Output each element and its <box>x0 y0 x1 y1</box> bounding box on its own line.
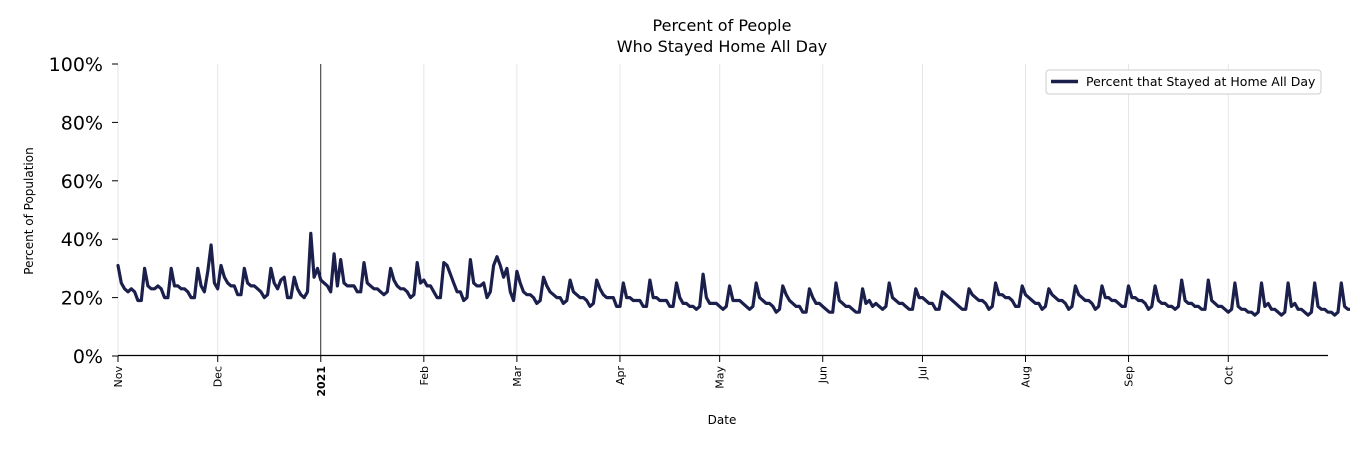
y-tick-label: 0% <box>73 346 103 368</box>
x-tick-label: May <box>714 366 727 389</box>
x-tick-label: Oct <box>1222 365 1235 385</box>
legend-box <box>1045 69 1322 95</box>
chart-title-line2: Who Stayed Home All Day <box>617 37 827 56</box>
legend-label: Percent that Stayed at Home All Day <box>1086 74 1316 89</box>
legend: Percent that Stayed at Home All Day <box>1045 69 1322 95</box>
x-tick-label: Nov <box>112 366 125 388</box>
y-tick-label: 20% <box>61 288 103 310</box>
x-axis-ticks: Nov Dec 2021 Feb Mar Apr May Jun Jul Aug Sep Oct <box>112 356 1235 397</box>
y-tick-label: 100% <box>49 54 103 76</box>
x-tick-label: 2021 <box>315 366 328 397</box>
y-axis-ticks: 0% 20% 40% 60% 80% 100% <box>49 54 118 368</box>
chart-title-line1: Percent of People <box>653 16 792 35</box>
series-line-0 <box>116 231 1350 317</box>
x-tick-label: Mar <box>511 366 524 387</box>
y-tick-label: 60% <box>61 171 103 193</box>
x-tick-label: Aug <box>1020 366 1033 387</box>
y-axis-label: Percent of Population <box>22 147 36 274</box>
x-gridlines <box>117 64 1229 356</box>
y-tick-label: 40% <box>61 229 103 251</box>
y-tick-label: 80% <box>61 112 103 134</box>
series-layer <box>116 231 1350 317</box>
x-tick-label: Dec <box>212 366 225 387</box>
x-axis-label: Date <box>708 413 737 427</box>
x-tick-label: Jun <box>817 366 830 384</box>
x-tick-label: Apr <box>614 366 627 386</box>
x-tick-label: Sep <box>1123 366 1136 387</box>
x-tick-label: Jul <box>916 366 929 380</box>
x-tick-label: Feb <box>418 366 431 385</box>
